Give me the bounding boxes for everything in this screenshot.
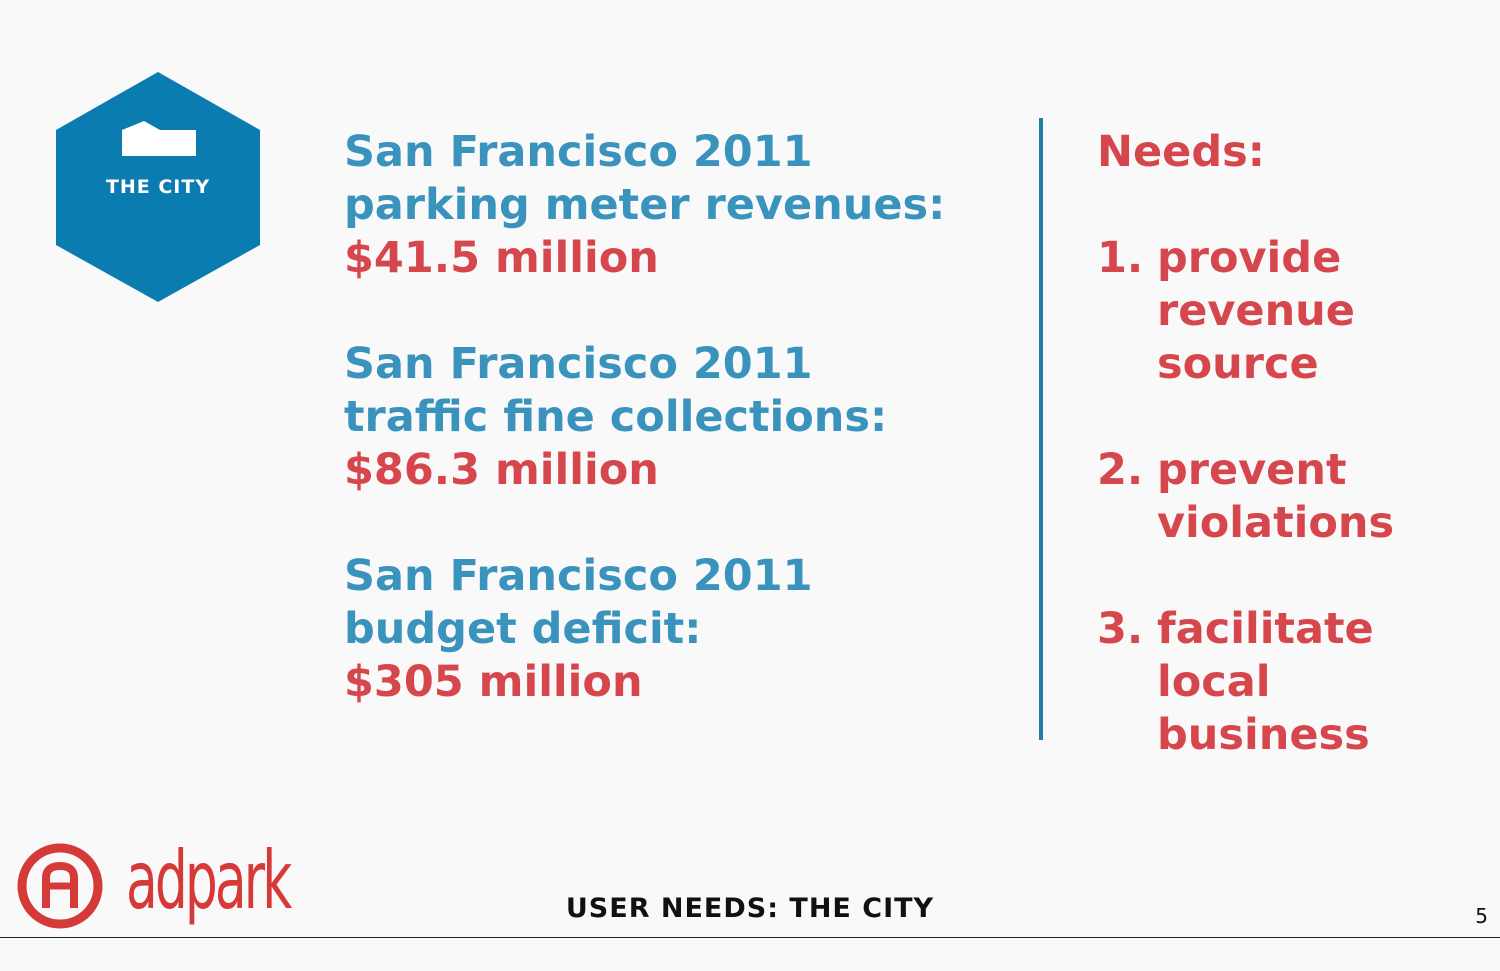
stat-parking-revenue: San Francisco 2011 parking meter revenue… <box>344 126 1024 285</box>
needs-column: Needs: 1. provide revenue source 2. prev… <box>1097 126 1497 815</box>
slide-title: USER NEEDS: THE CITY <box>565 893 935 924</box>
stat-budget-deficit: San Francisco 2011 budget deficit: $305 … <box>344 550 1024 709</box>
page-number: 5 <box>1475 904 1488 928</box>
adpark-wordmark: adpark <box>126 834 292 927</box>
needs-title: Needs: <box>1097 127 1265 177</box>
adpark-logo-icon <box>17 843 103 929</box>
need-number: 2. <box>1097 445 1144 495</box>
need-text-line: local <box>1157 657 1271 707</box>
stat-traffic-fines: San Francisco 2011 traffic fine collecti… <box>344 338 1024 497</box>
stats-column: San Francisco 2011 parking meter revenue… <box>344 126 1024 762</box>
stat-heading: San Francisco 2011 <box>344 339 813 389</box>
stat-value: $41.5 million <box>344 233 659 283</box>
need-text-line: source <box>1157 339 1319 389</box>
need-text-line: violations <box>1157 498 1395 548</box>
adpark-logo: adpark <box>16 834 316 934</box>
stat-heading: San Francisco 2011 <box>344 127 813 177</box>
need-text-line: revenue <box>1157 286 1355 336</box>
stat-subheading: traffic fine collections: <box>344 392 888 442</box>
need-text-line: prevent <box>1157 445 1347 495</box>
stat-subheading: budget deficit: <box>344 604 702 654</box>
need-number: 3. <box>1097 604 1144 654</box>
need-text-line: facilitate <box>1157 604 1374 654</box>
need-item-business: 3. facilitate local business <box>1097 603 1497 762</box>
column-divider <box>1039 118 1043 740</box>
badge-label: THE CITY <box>105 176 211 198</box>
stat-value: $86.3 million <box>344 445 659 495</box>
stat-heading: San Francisco 2011 <box>344 551 813 601</box>
stat-value: $305 million <box>344 657 643 707</box>
need-text: provide revenue source <box>1157 232 1355 391</box>
footer-rule <box>0 937 1500 938</box>
need-text-line: provide <box>1157 233 1342 283</box>
need-text-line: business <box>1157 710 1370 760</box>
stat-subheading: parking meter revenues: <box>344 180 946 230</box>
building-icon <box>122 121 196 156</box>
need-text: facilitate local business <box>1157 603 1374 762</box>
hexagon-shape <box>56 72 260 302</box>
need-text: prevent violations <box>1157 444 1394 550</box>
need-number: 1. <box>1097 233 1144 283</box>
need-item-revenue: 1. provide revenue source <box>1097 232 1497 391</box>
the-city-badge: THE CITY <box>56 72 260 302</box>
need-item-violations: 2. prevent violations <box>1097 444 1497 550</box>
